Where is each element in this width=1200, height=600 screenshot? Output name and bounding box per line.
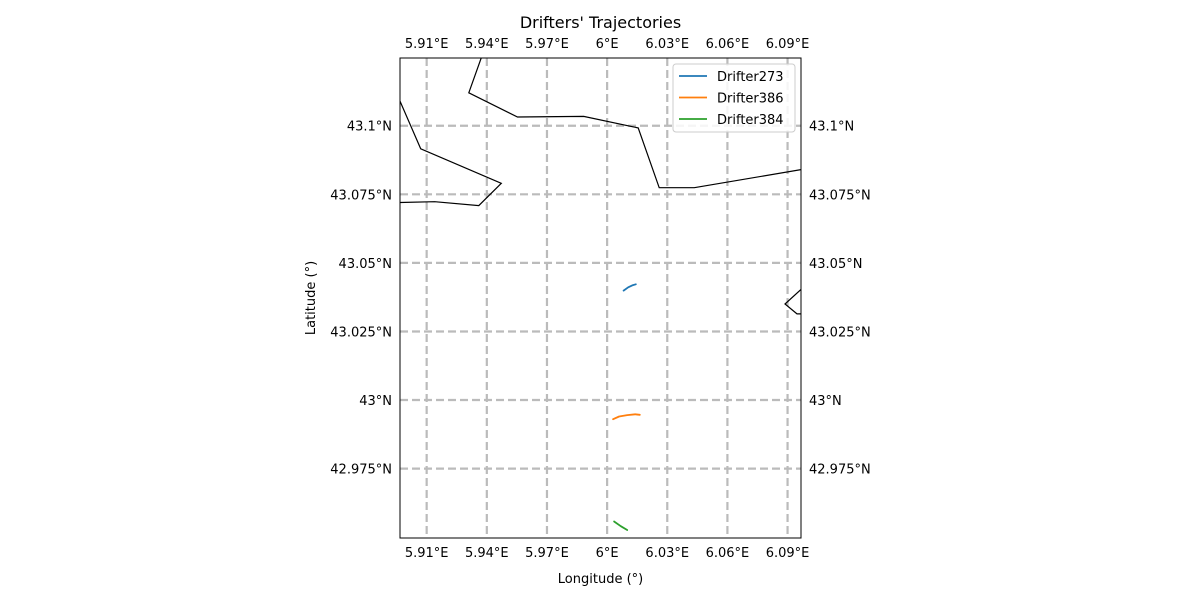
y-tick-label-right: 43.1°N [809, 120, 854, 135]
x-tick-label-top: 5.97°E [525, 37, 569, 52]
y-tick-label-right: 43°N [809, 394, 842, 409]
y-tick-label-left: 43.1°N [347, 120, 392, 135]
y-tick-label-left: 43°N [359, 394, 392, 409]
coastlines [400, 58, 801, 315]
y-tick-label-right: 43.025°N [809, 325, 871, 340]
series-line-drifter386 [612, 413, 641, 421]
x-tick-label-bottom: 5.97°E [525, 546, 569, 561]
y-tick-label-left: 42.975°N [330, 463, 392, 478]
x-tick-label-bottom: 6.09°E [766, 546, 810, 561]
x-tick-label-top: 5.91°E [405, 37, 449, 52]
x-tick-label-bottom: 5.94°E [465, 546, 509, 561]
y-tick-label-left: 43.075°N [330, 188, 392, 203]
plot-frame [399, 57, 802, 539]
coastline-2 [468, 58, 801, 189]
grid-lines [400, 58, 801, 538]
legend-label-drifter384: Drifter384 [717, 113, 784, 128]
x-tick-label-top: 5.94°E [465, 37, 509, 52]
y-axis-label: Latitude (°) [304, 261, 319, 335]
tick-labels: 5.91°E 5.91°E 5.94°E 5.94°E 5.97°E 5.97°E 6°E 6… [330, 37, 870, 561]
x-tick-label-top: 6.03°E [645, 37, 689, 52]
x-tick-label-top: 6°E [596, 37, 619, 52]
series-line-drifter384 [613, 520, 629, 531]
x-tick-label-bottom: 6.03°E [645, 546, 689, 561]
trajectory-series [612, 283, 641, 531]
legend-box [672, 63, 796, 133]
y-tick-label-right: 43.05°N [809, 257, 862, 272]
coastline-1 [400, 100, 503, 207]
x-tick-label-bottom: 5.91°E [405, 546, 449, 561]
x-axis-label: Longitude (°) [558, 572, 643, 587]
chart-title: Drifters' Trajectories [520, 13, 681, 32]
y-tick-label-left: 43.05°N [339, 257, 392, 272]
y-tick-label-right: 43.075°N [809, 188, 871, 203]
x-tick-label-top: 6.09°E [766, 37, 810, 52]
coastline-3 [784, 289, 801, 315]
y-tick-label-left: 43.025°N [330, 325, 392, 340]
legend: Drifter273 Drifter386 Drifter384 [672, 63, 796, 133]
legend-label-drifter386: Drifter386 [717, 92, 784, 107]
series-line-drifter273 [622, 283, 637, 292]
y-tick-label-right: 42.975°N [809, 463, 871, 478]
x-tick-label-bottom: 6.06°E [706, 546, 750, 561]
x-tick-label-top: 6.06°E [706, 37, 750, 52]
x-tick-label-bottom: 6°E [596, 546, 619, 561]
legend-label-drifter273: Drifter273 [717, 70, 784, 85]
